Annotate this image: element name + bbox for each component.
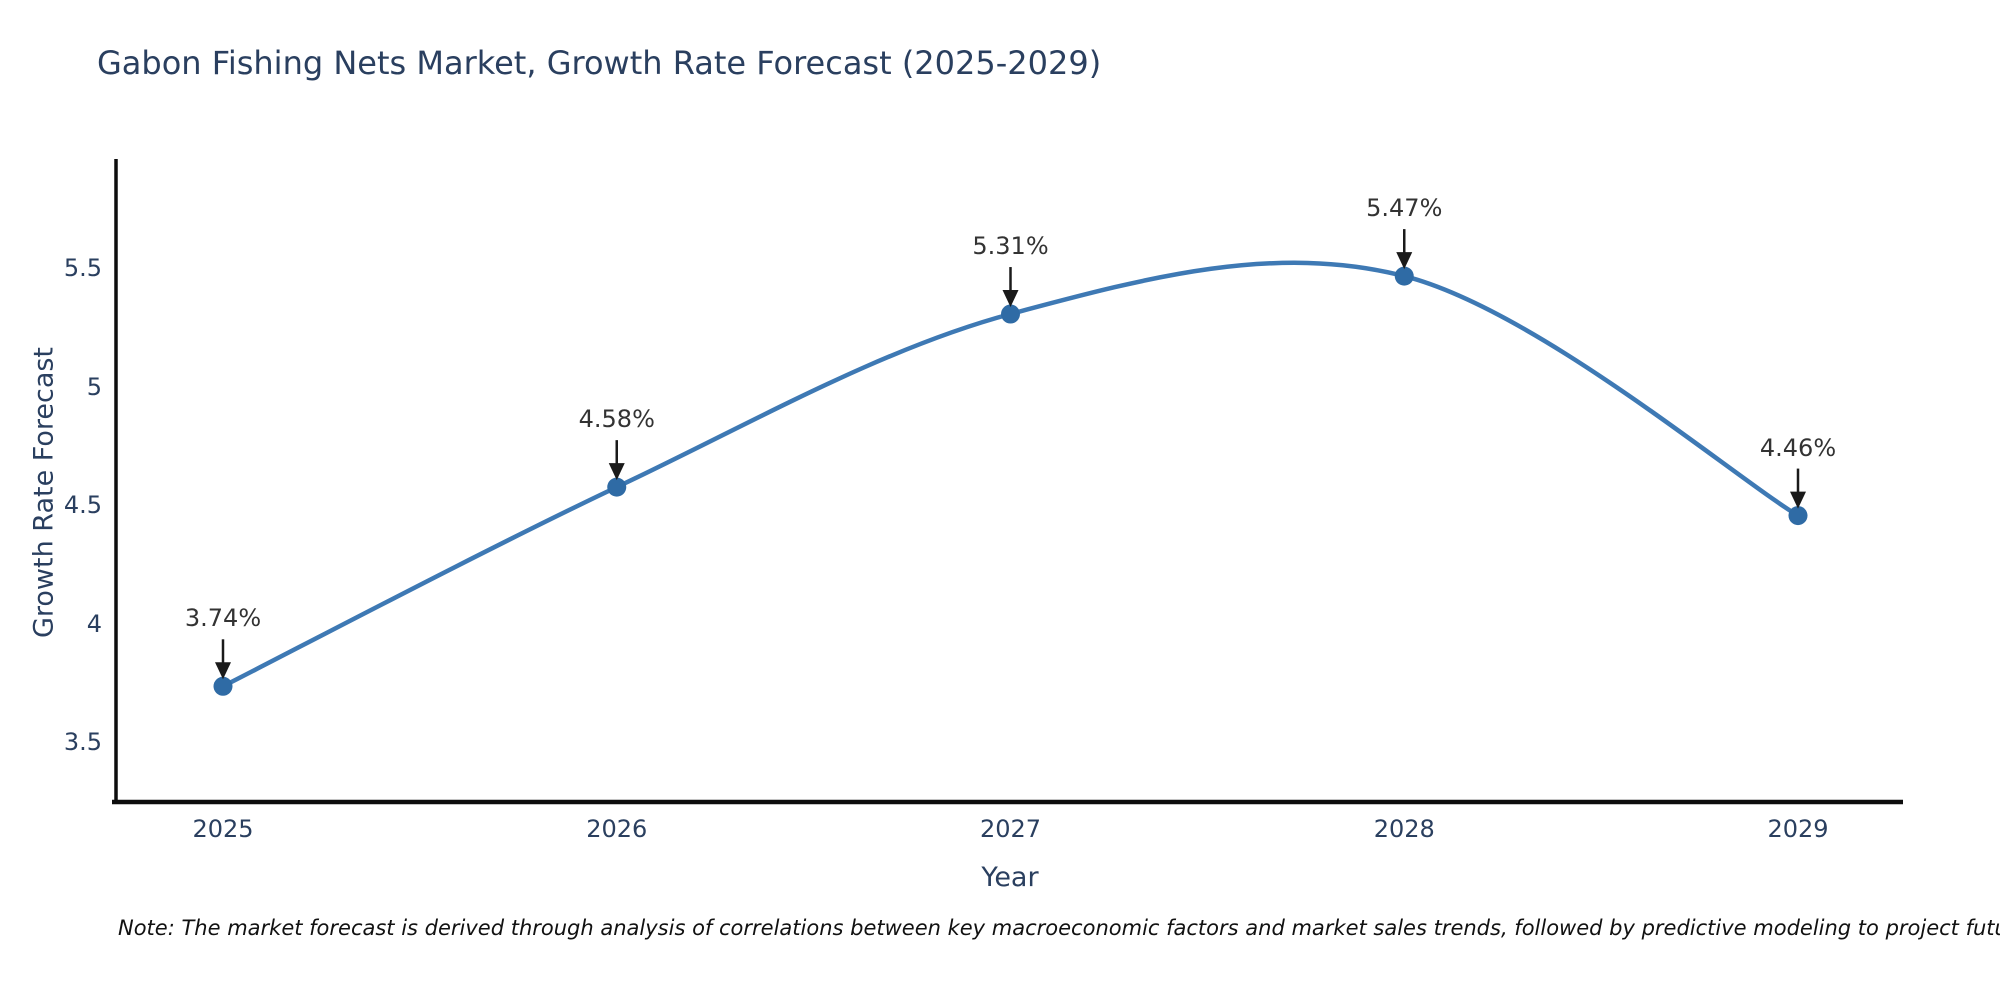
point-value-label: 5.47% (1366, 194, 1443, 223)
data-point-marker[interactable] (1001, 304, 1020, 324)
chart-title: Gabon Fishing Nets Market, Growth Rate F… (97, 44, 1102, 82)
annotation-arrow-head-icon (215, 662, 231, 680)
annotation-arrow-head-icon (1396, 252, 1413, 270)
annotation-arrow-head-icon (1002, 290, 1019, 308)
y-tick-label: 4 (86, 609, 102, 638)
data-point-marker[interactable] (1394, 266, 1414, 286)
data-point-marker[interactable] (1788, 506, 1808, 526)
data-point-marker[interactable] (213, 676, 233, 696)
trend-line (220, 260, 1801, 689)
x-tick-label: 2025 (192, 815, 254, 843)
y-tick-label: 3.5 (63, 728, 102, 757)
y-tick-label: 5 (86, 372, 102, 401)
point-value-label: 4.46% (1759, 433, 1837, 462)
y-tick-label: 4.5 (63, 491, 102, 520)
x-tick-label: 2027 (979, 815, 1042, 843)
y-tick-label: 5.5 (63, 254, 102, 282)
point-value-label: 4.58% (578, 405, 655, 434)
annotation-arrow-head-icon (1790, 491, 1806, 509)
data-point-marker[interactable] (607, 477, 627, 497)
x-tick-label: 2026 (586, 815, 648, 843)
x-tick-label: 2028 (1373, 815, 1435, 843)
annotation-arrow-head-icon (608, 463, 625, 481)
point-value-label: 3.74% (184, 604, 262, 633)
point-value-label: 5.31% (972, 232, 1049, 261)
footnote: Note: The market forecast is derived thr… (118, 916, 2000, 940)
x-tick-label: 2029 (1767, 815, 1829, 843)
x-axis-title: Year (981, 862, 1039, 893)
